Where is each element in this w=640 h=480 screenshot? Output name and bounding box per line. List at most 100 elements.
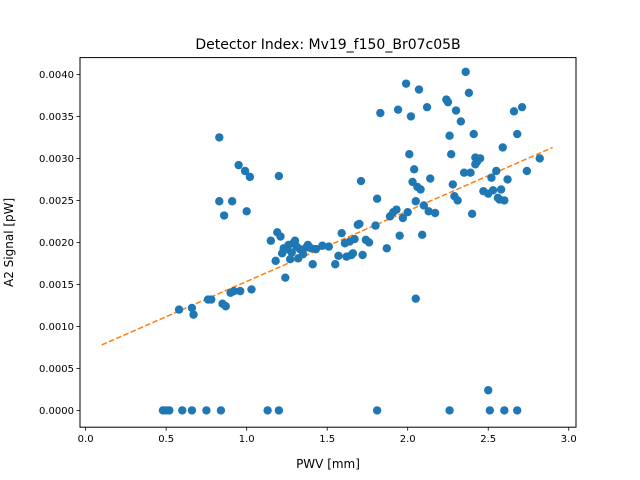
data-point <box>411 197 420 206</box>
data-point <box>189 310 198 319</box>
data-point <box>484 386 493 395</box>
data-point <box>485 406 495 415</box>
data-point <box>376 108 385 118</box>
data-point <box>178 406 187 415</box>
data-point <box>245 172 255 182</box>
data-point <box>174 305 184 314</box>
data-point <box>488 186 498 195</box>
data-point <box>227 197 237 206</box>
data-point <box>496 185 506 194</box>
data-point <box>234 160 243 170</box>
data-point <box>411 294 420 303</box>
data-point <box>308 260 317 269</box>
data-point <box>446 150 456 159</box>
y-tick-label: 0.0000 <box>39 406 74 417</box>
y-axis: 0.0000 0.0005 0.0010 0.0015 0.0020 0.0025 0.00… <box>39 70 80 417</box>
y-tick-label: 0.0020 <box>39 238 74 249</box>
data-point <box>414 85 424 94</box>
data-point <box>392 205 401 214</box>
y-axis-label: A2 Signal [pW] <box>2 198 16 287</box>
data-point <box>215 197 224 206</box>
data-point <box>405 150 414 159</box>
data-point <box>430 208 440 218</box>
x-tick-label: 3.0 <box>561 434 577 445</box>
y-tick-label: 0.0005 <box>39 364 74 375</box>
data-point <box>448 180 458 189</box>
data-point <box>416 185 425 194</box>
x-axis-label: PWV [mm] <box>296 457 360 471</box>
data-point <box>492 166 501 176</box>
data-point <box>398 213 408 223</box>
data-point <box>466 168 475 177</box>
data-point <box>358 250 367 260</box>
data-point <box>355 219 364 229</box>
y-tick-label: 0.0035 <box>39 112 74 123</box>
data-point <box>311 244 321 254</box>
data-point <box>219 211 229 220</box>
data-point <box>215 133 224 142</box>
data-point <box>451 106 461 115</box>
data-point <box>187 303 197 313</box>
data-point <box>242 207 251 216</box>
data-point <box>419 201 429 210</box>
data-point <box>422 102 432 112</box>
data-point <box>229 286 238 296</box>
data-point <box>372 406 382 415</box>
data-point <box>498 143 507 152</box>
data-point <box>445 131 454 140</box>
data-point <box>247 285 256 294</box>
data-point <box>350 234 359 244</box>
data-point <box>276 232 285 241</box>
data-point <box>503 175 512 184</box>
data-point <box>409 165 419 174</box>
data-point <box>274 171 284 181</box>
data-point <box>517 102 527 112</box>
x-tick-label: 2.5 <box>480 434 496 445</box>
data-point <box>461 67 470 77</box>
x-tick-label: 0.5 <box>158 434 174 445</box>
data-point <box>406 112 416 121</box>
data-point <box>274 406 284 415</box>
data-point <box>382 244 391 253</box>
data-point <box>495 195 504 204</box>
data-point <box>364 238 374 247</box>
data-point <box>393 105 403 114</box>
y-tick-label: 0.0010 <box>39 322 74 333</box>
data-point <box>445 406 454 415</box>
data-point <box>453 196 462 205</box>
data-point <box>334 251 343 261</box>
data-point <box>236 286 245 296</box>
data-point <box>240 166 250 176</box>
data-point <box>372 194 382 203</box>
data-point <box>356 176 366 186</box>
data-point <box>513 406 522 415</box>
y-tick-label: 0.0040 <box>39 70 74 81</box>
data-point <box>471 160 480 169</box>
y-tick-label: 0.0030 <box>39 154 74 165</box>
x-axis: 0.0 0.5 1.0 1.5 2.0 2.5 3.0 <box>78 427 577 445</box>
data-point <box>426 174 435 183</box>
data-point <box>513 129 522 139</box>
data-point <box>165 406 174 415</box>
data-point <box>395 231 404 240</box>
data-point <box>535 154 544 163</box>
data-point <box>281 273 290 282</box>
data-point <box>487 173 496 182</box>
data-point <box>348 249 358 258</box>
data-point <box>467 209 477 219</box>
data-point <box>522 166 532 176</box>
data-point <box>403 207 412 217</box>
data-point <box>287 248 296 257</box>
data-point <box>285 255 295 264</box>
data-point <box>331 260 340 269</box>
data-point <box>509 107 519 116</box>
data-point <box>263 406 272 415</box>
y-tick-label: 0.0015 <box>39 280 74 291</box>
x-tick-label: 1.0 <box>239 434 255 445</box>
data-point <box>266 236 276 245</box>
data-point <box>337 228 346 238</box>
chart-title: Detector Index: Mv19_f150_Br07c05B <box>195 37 460 53</box>
data-point <box>207 295 216 304</box>
